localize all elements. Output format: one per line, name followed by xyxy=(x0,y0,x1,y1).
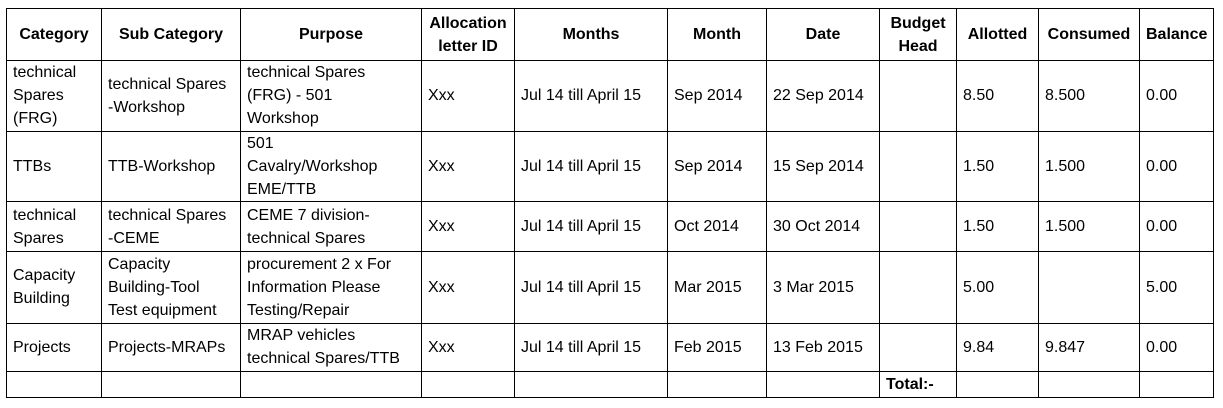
empty-cell xyxy=(101,370,241,399)
cell-allotted: 9.84 xyxy=(956,322,1039,372)
col-header-months: Months xyxy=(514,7,668,62)
cell-balance: 0.00 xyxy=(1139,60,1214,132)
cell-balance: 0.00 xyxy=(1139,130,1214,202)
cell-allocation-letter-id: Xxx xyxy=(421,130,515,202)
cell-sub-category: Projects-MRAPs xyxy=(101,322,241,372)
cell-category: technical Spares xyxy=(6,200,102,253)
cell-category: technical Spares (FRG) xyxy=(6,60,102,132)
empty-cell xyxy=(240,370,422,399)
col-header-budget-head: Budget Head xyxy=(879,7,957,62)
empty-cell xyxy=(421,370,515,399)
cell-purpose: MRAP vehicles technical Spares/TTB xyxy=(240,322,422,372)
cell-date: 22 Sep 2014 xyxy=(766,60,880,132)
table-row: technical Spares (FRG) technical Spares … xyxy=(6,60,1214,132)
cell-allocation-letter-id: Xxx xyxy=(421,322,515,372)
col-header-allocation-letter-id: Allocation letter ID xyxy=(421,7,515,62)
col-header-purpose: Purpose xyxy=(240,7,422,62)
table-row: technical Spares technical Spares -CEME … xyxy=(6,200,1214,253)
cell-months: Jul 14 till April 15 xyxy=(514,130,668,202)
cell-months: Jul 14 till April 15 xyxy=(514,251,668,324)
total-balance-cell xyxy=(1139,370,1214,399)
cell-consumed: 1.500 xyxy=(1038,200,1140,253)
cell-month: Sep 2014 xyxy=(667,60,767,132)
cell-budget-head xyxy=(879,130,957,202)
cell-purpose: procurement 2 x For Information Please T… xyxy=(240,251,422,324)
cell-allotted: 1.50 xyxy=(956,200,1039,253)
cell-date: 13 Feb 2015 xyxy=(766,322,880,372)
cell-budget-head xyxy=(879,200,957,253)
cell-category: Projects xyxy=(6,322,102,372)
cell-sub-category: Capacity Building-Tool Test equipment xyxy=(101,251,241,324)
cell-month: Sep 2014 xyxy=(667,130,767,202)
col-header-date: Date xyxy=(766,7,880,62)
table-row: TTBs TTB-Workshop 501 Cavalry/Workshop E… xyxy=(6,130,1214,202)
cell-sub-category: TTB-Workshop xyxy=(101,130,241,202)
col-header-month: Month xyxy=(667,7,767,62)
cell-allocation-letter-id: Xxx xyxy=(421,251,515,324)
cell-date: 30 Oct 2014 xyxy=(766,200,880,253)
cell-consumed: 1.500 xyxy=(1038,130,1140,202)
cell-month: Mar 2015 xyxy=(667,251,767,324)
cell-month: Oct 2014 xyxy=(667,200,767,253)
cell-budget-head xyxy=(879,60,957,132)
table-row: Capacity Building Capacity Building-Tool… xyxy=(6,251,1214,324)
total-consumed-cell xyxy=(1038,370,1140,399)
cell-allotted: 1.50 xyxy=(956,130,1039,202)
cell-consumed xyxy=(1038,251,1140,324)
cell-date: 15 Sep 2014 xyxy=(766,130,880,202)
cell-purpose: technical Spares (FRG) - 501 Workshop xyxy=(240,60,422,132)
total-row: Total:- xyxy=(6,370,1214,399)
cell-months: Jul 14 till April 15 xyxy=(514,322,668,372)
empty-cell xyxy=(766,370,880,399)
total-label: Total:- xyxy=(879,370,957,399)
cell-balance: 5.00 xyxy=(1139,251,1214,324)
budget-allocation-table: Category Sub Category Purpose Allocation… xyxy=(6,7,1214,399)
col-header-consumed: Consumed xyxy=(1038,7,1140,62)
empty-cell xyxy=(6,370,102,399)
cell-balance: 0.00 xyxy=(1139,322,1214,372)
cell-allocation-letter-id: Xxx xyxy=(421,200,515,253)
col-header-balance: Balance xyxy=(1139,7,1214,62)
empty-cell xyxy=(667,370,767,399)
cell-consumed: 9.847 xyxy=(1038,322,1140,372)
cell-consumed: 8.500 xyxy=(1038,60,1140,132)
cell-category: Capacity Building xyxy=(6,251,102,324)
cell-allotted: 5.00 xyxy=(956,251,1039,324)
col-header-sub-category: Sub Category xyxy=(101,7,241,62)
cell-months: Jul 14 till April 15 xyxy=(514,200,668,253)
cell-allocation-letter-id: Xxx xyxy=(421,60,515,132)
cell-balance: 0.00 xyxy=(1139,200,1214,253)
cell-category: TTBs xyxy=(6,130,102,202)
cell-month: Feb 2015 xyxy=(667,322,767,372)
cell-purpose: 501 Cavalry/Workshop EME/TTB xyxy=(240,130,422,202)
cell-allotted: 8.50 xyxy=(956,60,1039,132)
cell-purpose: CEME 7 division- technical Spares xyxy=(240,200,422,253)
header-row: Category Sub Category Purpose Allocation… xyxy=(6,7,1214,62)
table-row: Projects Projects-MRAPs MRAP vehicles te… xyxy=(6,322,1214,372)
cell-date: 3 Mar 2015 xyxy=(766,251,880,324)
cell-budget-head xyxy=(879,251,957,324)
col-header-allotted: Allotted xyxy=(956,7,1039,62)
empty-cell xyxy=(514,370,668,399)
cell-budget-head xyxy=(879,322,957,372)
cell-months: Jul 14 till April 15 xyxy=(514,60,668,132)
cell-sub-category: technical Spares -CEME xyxy=(101,200,241,253)
cell-sub-category: technical Spares -Workshop xyxy=(101,60,241,132)
total-allotted-cell xyxy=(956,370,1039,399)
col-header-category: Category xyxy=(6,7,102,62)
